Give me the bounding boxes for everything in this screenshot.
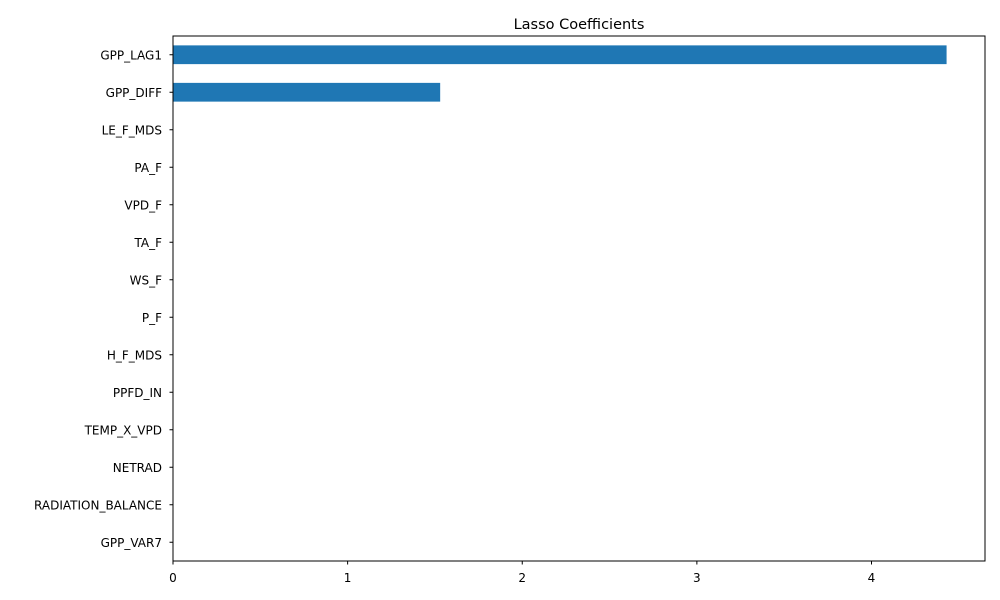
y-tick-label: LE_F_MDS — [102, 123, 162, 137]
x-tick-label: 3 — [693, 571, 701, 585]
y-tick-label: TA_F — [133, 236, 162, 250]
x-axis-ticks: 0 1 2 3 4 — [169, 561, 875, 585]
y-tick-label: RADIATION_BALANCE — [34, 498, 162, 512]
y-tick-label: GPP_LAG1 — [100, 48, 162, 62]
y-tick-label: PA_F — [134, 161, 162, 175]
bar-gpp-lag1 — [173, 45, 947, 65]
axes-frame — [172, 35, 986, 562]
y-tick-label: TEMP_X_VPD — [84, 423, 162, 437]
bar-gpp-diff — [173, 82, 441, 102]
y-tick-label: GPP_DIFF — [106, 86, 162, 100]
bars-layer — [173, 45, 947, 102]
y-tick-label: P_F — [142, 311, 162, 325]
x-tick-label: 0 — [169, 571, 177, 585]
y-tick-label: VPD_F — [124, 198, 162, 212]
x-tick-label: 4 — [868, 571, 876, 585]
y-tick-label: NETRAD — [113, 461, 162, 475]
y-tick-label: WS_F — [130, 273, 162, 287]
x-tick-label: 1 — [344, 571, 352, 585]
y-axis-ticks: GPP_LAG1 GPP_DIFF LE_F_MDS PA_F VPD_F TA_F WS_… — [34, 48, 173, 550]
y-tick-label: H_F_MDS — [107, 348, 162, 362]
y-tick-label: GPP_VAR7 — [101, 536, 162, 550]
y-tick-label: PPFD_IN — [113, 386, 162, 400]
x-tick-label: 2 — [518, 571, 526, 585]
chart-title: Lasso Coefficients — [514, 17, 645, 33]
